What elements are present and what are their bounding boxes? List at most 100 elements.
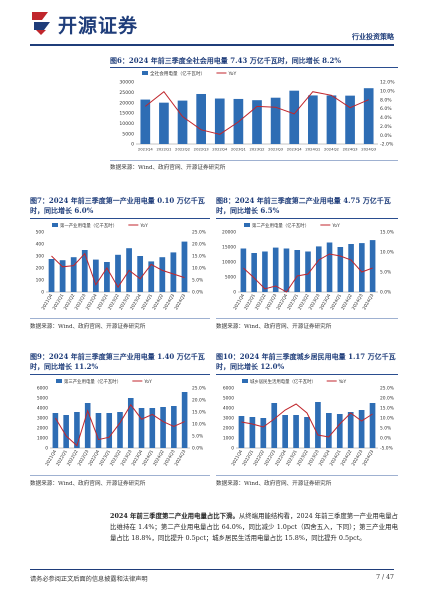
y-right-tick-label: 15.0% bbox=[192, 254, 206, 260]
bar-4 bbox=[214, 98, 225, 144]
y-right-tick-label: 5.0% bbox=[192, 278, 203, 284]
yoy-line bbox=[243, 253, 373, 293]
legend-bar-label: 第二产业用电量（亿千瓦时） bbox=[252, 222, 309, 229]
y-left-tick-label: 300 bbox=[36, 254, 45, 260]
y-left-tick-label: 5000 bbox=[122, 131, 134, 137]
y-left-tick-label: 1000 bbox=[37, 436, 48, 442]
y-right-tick-label: 20.0% bbox=[192, 398, 206, 404]
bar-0 bbox=[140, 99, 151, 144]
bar-0 bbox=[240, 248, 247, 292]
y-right-tick-label: 10.0% bbox=[380, 416, 394, 422]
bar-0 bbox=[238, 416, 245, 448]
y-left-tick-label: 20000 bbox=[222, 230, 236, 236]
y-left-tick-label: 5000 bbox=[225, 275, 236, 281]
bar-4 bbox=[95, 413, 102, 448]
y-left-tick-label: 25000 bbox=[119, 90, 134, 96]
x-tick-label: 2021Q4 bbox=[138, 148, 154, 152]
y-left-tick-label: 5000 bbox=[223, 396, 234, 402]
fig7-title: 图7：2024 年前三季度第一产业用电量 0.10 万亿千瓦时，同比增长 6.0… bbox=[30, 196, 205, 215]
fig10-title: 图10：2024 年前三季度城乡居民用电量 1.17 万亿千瓦时，同比增长 12… bbox=[216, 352, 396, 371]
y-left-tick-label: 2000 bbox=[37, 426, 48, 432]
bar-11 bbox=[358, 410, 365, 448]
page-number: 7 / 47 bbox=[376, 574, 394, 581]
y-left-tick-label: 5000 bbox=[37, 396, 48, 402]
body-lead: 2024 年前三季度第二产业用电量占比下滑。 bbox=[110, 512, 239, 520]
bar-3 bbox=[84, 403, 91, 448]
bar-10 bbox=[348, 244, 354, 292]
bar-5 bbox=[294, 250, 301, 292]
legend-line-label: YoY bbox=[143, 379, 152, 385]
bar-12 bbox=[369, 403, 376, 448]
bar-12 bbox=[369, 240, 376, 292]
yoy-line bbox=[51, 252, 185, 289]
bar-8 bbox=[326, 413, 332, 448]
fig7-top-rule bbox=[30, 218, 210, 219]
y-left-tick-label: 400 bbox=[36, 242, 45, 248]
fig10-top-rule bbox=[216, 374, 398, 375]
x-tick-label: 2022Q3 bbox=[194, 148, 210, 152]
bar-6 bbox=[252, 100, 262, 144]
bar-7 bbox=[315, 246, 322, 292]
bar-1 bbox=[159, 102, 169, 144]
bar-6 bbox=[115, 254, 121, 292]
legend-bar-swatch bbox=[242, 379, 248, 383]
x-tick-label: 2022Q1 bbox=[156, 148, 172, 152]
y-left-tick-label: 4000 bbox=[223, 406, 234, 412]
y-right-tick-label: 0.0% bbox=[380, 436, 391, 442]
y-right-tick-label: 5.0% bbox=[380, 426, 391, 432]
bar-3 bbox=[272, 247, 279, 292]
legend-bar-swatch bbox=[52, 223, 58, 227]
y-left-tick-label: 100 bbox=[36, 278, 45, 284]
y-right-tick-label: -5.0% bbox=[380, 446, 393, 452]
bar-6 bbox=[304, 417, 310, 448]
y-right-tick-label: -2.0% bbox=[380, 142, 394, 148]
bar-4 bbox=[283, 248, 290, 292]
bar-11 bbox=[170, 252, 177, 292]
y-left-tick-label: 10000 bbox=[222, 260, 236, 266]
bar-10 bbox=[326, 95, 337, 144]
bar-8 bbox=[137, 256, 144, 292]
yoy-line bbox=[54, 403, 185, 447]
yoy-line bbox=[144, 90, 369, 135]
y-right-tick-label: 12.0% bbox=[380, 80, 395, 86]
bar-2 bbox=[177, 100, 188, 144]
bar-9 bbox=[148, 261, 155, 292]
body-text: 从终端用能结构看，2024 年前三季度第一产业用电量占比维持在 1.4%；第二产… bbox=[110, 512, 398, 542]
y-right-tick-label: 10.0% bbox=[380, 88, 395, 94]
legend-line-label: YoY bbox=[139, 223, 148, 229]
bar-1 bbox=[251, 253, 257, 292]
bar-4 bbox=[92, 259, 99, 292]
bar-9 bbox=[149, 408, 156, 448]
bar-3 bbox=[271, 403, 278, 448]
bar-0 bbox=[48, 259, 55, 292]
bar-2 bbox=[70, 257, 77, 292]
fig8-title: 图8：2024 年前三季度第二产业用电量 4.75 万亿千瓦时，同比增长 6.5… bbox=[216, 196, 391, 215]
fig9-chart: 第三产业用电量（亿千瓦时） YoY 0 1000 2000 3000 4000 5000 600… bbox=[37, 378, 206, 467]
y-right-tick-label: 0.0% bbox=[380, 133, 392, 139]
fig6-title: 图6：2024 年前三季度全社会用电量 7.43 万亿千瓦时，同比增长 8.2% bbox=[110, 56, 341, 65]
fig10-bottom-rule bbox=[216, 475, 398, 476]
legend-bar-swatch bbox=[244, 223, 250, 227]
fig9-bottom-rule bbox=[30, 475, 210, 476]
bar-10 bbox=[347, 412, 354, 448]
legend-line-label: YoY bbox=[331, 223, 340, 229]
y-right-tick-label: 15.0% bbox=[380, 406, 394, 412]
bar-7 bbox=[315, 402, 321, 448]
x-tick-label: 2024Q3 bbox=[343, 148, 359, 152]
legend-bar-label: 全社会用电量（亿千瓦时） bbox=[150, 70, 205, 77]
y-left-tick-label: 20000 bbox=[119, 100, 134, 106]
bar-1 bbox=[59, 260, 66, 292]
fig6-bottom-rule bbox=[110, 160, 398, 161]
kaiyuan-logo-icon bbox=[32, 12, 50, 35]
y-left-tick-label: 6000 bbox=[223, 386, 234, 392]
y-left-tick-label: 0 bbox=[41, 290, 44, 296]
y-left-tick-label: 0 bbox=[131, 142, 134, 148]
fig10-source: 数据来源：Wind、政府官网、开源证券研究所 bbox=[216, 481, 332, 487]
bar-7 bbox=[127, 398, 134, 448]
y-left-tick-label: 1000 bbox=[223, 436, 234, 442]
fig10-chart: 城乡居民生活用电量（亿千瓦时） YoY 0 1000 2000 3000 4000 5000 6… bbox=[223, 378, 394, 467]
report-type: 行业投资策略 bbox=[352, 32, 394, 41]
body-paragraph: 2024 年前三季度第二产业用电量占比下滑。从终端用能结构看，2024 年前三季… bbox=[110, 511, 398, 544]
bar-5 bbox=[104, 262, 110, 292]
legend-line-label: YoY bbox=[227, 71, 236, 77]
